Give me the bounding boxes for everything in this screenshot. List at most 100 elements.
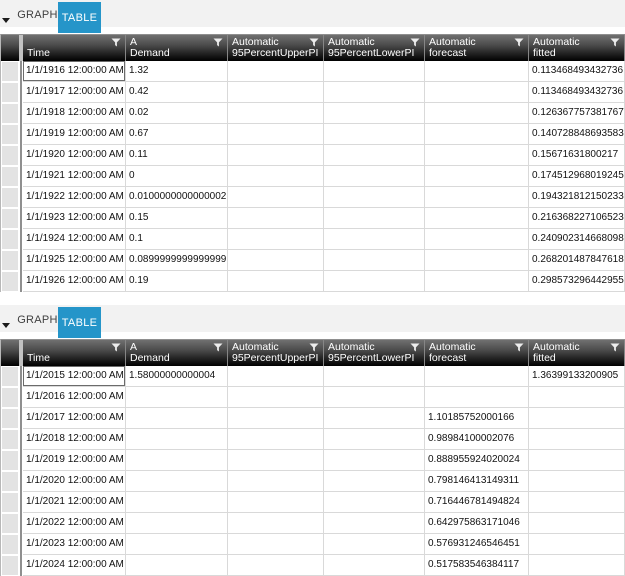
- cell-upper[interactable]: [228, 82, 324, 103]
- cell-time[interactable]: 1/1/2018 12:00:00 AM: [23, 429, 126, 450]
- cell-lower[interactable]: [324, 61, 425, 82]
- cell-lower[interactable]: [324, 450, 425, 471]
- cell-upper[interactable]: [228, 229, 324, 250]
- cell-forecast[interactable]: [425, 366, 529, 387]
- cell-demand[interactable]: 0.67: [126, 124, 228, 145]
- row-header[interactable]: [1, 366, 19, 387]
- cell-lower[interactable]: [324, 387, 425, 408]
- cell-time[interactable]: 1/1/2023 12:00:00 AM: [23, 534, 126, 555]
- cell-forecast[interactable]: [425, 124, 529, 145]
- tab-graph[interactable]: GRAPH: [17, 314, 58, 326]
- row-header[interactable]: [1, 450, 19, 471]
- cell-forecast[interactable]: [425, 229, 529, 250]
- cell-time[interactable]: 1/1/2020 12:00:00 AM: [23, 471, 126, 492]
- column-header-fitted[interactable]: Automatic fitted: [529, 340, 625, 366]
- cell-demand[interactable]: 1.58000000000004: [126, 366, 228, 387]
- cell-fitted[interactable]: 0.268201487847618: [529, 250, 625, 271]
- cell-demand[interactable]: [126, 450, 228, 471]
- filter-funnel-icon[interactable]: [514, 38, 524, 47]
- filter-funnel-icon[interactable]: [610, 38, 620, 47]
- cell-demand[interactable]: 0.1: [126, 229, 228, 250]
- cell-lower[interactable]: [324, 229, 425, 250]
- cell-demand[interactable]: [126, 513, 228, 534]
- cell-upper[interactable]: [228, 61, 324, 82]
- filter-funnel-icon[interactable]: [111, 343, 121, 352]
- row-header[interactable]: [1, 124, 19, 145]
- cell-time[interactable]: 1/1/2015 12:00:00 AM: [23, 366, 126, 387]
- column-header-fitted[interactable]: Automatic fitted: [529, 35, 625, 61]
- cell-demand[interactable]: 0: [126, 166, 228, 187]
- cell-lower[interactable]: [324, 429, 425, 450]
- cell-upper[interactable]: [228, 450, 324, 471]
- cell-forecast[interactable]: 0.517583546384117: [425, 555, 529, 576]
- cell-demand[interactable]: [126, 408, 228, 429]
- cell-fitted[interactable]: 0.113468493432736: [529, 82, 625, 103]
- cell-demand[interactable]: 0.15: [126, 208, 228, 229]
- cell-fitted[interactable]: [529, 408, 625, 429]
- cell-fitted[interactable]: [529, 450, 625, 471]
- cell-upper[interactable]: [228, 492, 324, 513]
- cell-upper[interactable]: [228, 145, 324, 166]
- column-header-time[interactable]: Time: [23, 340, 126, 366]
- cell-lower[interactable]: [324, 555, 425, 576]
- row-header[interactable]: [1, 513, 19, 534]
- row-header[interactable]: [1, 387, 19, 408]
- cell-lower[interactable]: [324, 513, 425, 534]
- cell-upper[interactable]: [228, 208, 324, 229]
- row-header[interactable]: [1, 250, 19, 271]
- cell-fitted[interactable]: [529, 492, 625, 513]
- cell-forecast[interactable]: 0.798146413149311: [425, 471, 529, 492]
- cell-forecast[interactable]: [425, 387, 529, 408]
- row-header[interactable]: [1, 534, 19, 555]
- cell-fitted[interactable]: [529, 471, 625, 492]
- cell-upper[interactable]: [228, 429, 324, 450]
- cell-upper[interactable]: [228, 250, 324, 271]
- cell-demand[interactable]: [126, 534, 228, 555]
- cell-fitted[interactable]: 1.36399133200905: [529, 366, 625, 387]
- column-header-demand[interactable]: A Demand: [126, 35, 228, 61]
- filter-funnel-icon[interactable]: [111, 38, 121, 47]
- cell-forecast[interactable]: 0.576931246546451: [425, 534, 529, 555]
- cell-lower[interactable]: [324, 187, 425, 208]
- column-header-95percentlowerpi[interactable]: Automatic 95PercentLowerPI: [324, 35, 425, 61]
- cell-lower[interactable]: [324, 82, 425, 103]
- cell-lower[interactable]: [324, 124, 425, 145]
- cell-fitted[interactable]: [529, 534, 625, 555]
- cell-forecast[interactable]: 0.716446781494824: [425, 492, 529, 513]
- cell-time[interactable]: 1/1/1923 12:00:00 AM: [23, 208, 126, 229]
- cell-lower[interactable]: [324, 103, 425, 124]
- column-header-95percentupperpi[interactable]: Automatic 95PercentUpperPI: [228, 35, 324, 61]
- cell-demand[interactable]: 1.32: [126, 61, 228, 82]
- cell-time[interactable]: 1/1/2016 12:00:00 AM: [23, 387, 126, 408]
- cell-time[interactable]: 1/1/2017 12:00:00 AM: [23, 408, 126, 429]
- filter-funnel-icon[interactable]: [213, 343, 223, 352]
- cell-time[interactable]: 1/1/1924 12:00:00 AM: [23, 229, 126, 250]
- cell-demand[interactable]: 0.02: [126, 103, 228, 124]
- filter-funnel-icon[interactable]: [610, 343, 620, 352]
- cell-lower[interactable]: [324, 534, 425, 555]
- select-all-corner[interactable]: [1, 340, 19, 366]
- cell-lower[interactable]: [324, 492, 425, 513]
- cell-fitted[interactable]: 0.126367757381767: [529, 103, 625, 124]
- cell-forecast[interactable]: [425, 82, 529, 103]
- cell-upper[interactable]: [228, 555, 324, 576]
- cell-forecast[interactable]: [425, 208, 529, 229]
- cell-upper[interactable]: [228, 387, 324, 408]
- cell-demand[interactable]: 0.11: [126, 145, 228, 166]
- row-header[interactable]: [1, 166, 19, 187]
- cell-demand[interactable]: 0.0899999999999999: [126, 250, 228, 271]
- cell-demand[interactable]: [126, 555, 228, 576]
- cell-lower[interactable]: [324, 271, 425, 292]
- cell-demand[interactable]: 0.19: [126, 271, 228, 292]
- filter-funnel-icon[interactable]: [514, 343, 524, 352]
- cell-upper[interactable]: [228, 513, 324, 534]
- row-header[interactable]: [1, 82, 19, 103]
- row-header[interactable]: [1, 408, 19, 429]
- cell-fitted[interactable]: 0.113468493432736: [529, 61, 625, 82]
- cell-lower[interactable]: [324, 366, 425, 387]
- row-header[interactable]: [1, 429, 19, 450]
- tab-table[interactable]: TABLE: [58, 2, 101, 33]
- cell-fitted[interactable]: 0.140728848693583: [529, 124, 625, 145]
- cell-forecast[interactable]: [425, 271, 529, 292]
- cell-time[interactable]: 1/1/1919 12:00:00 AM: [23, 124, 126, 145]
